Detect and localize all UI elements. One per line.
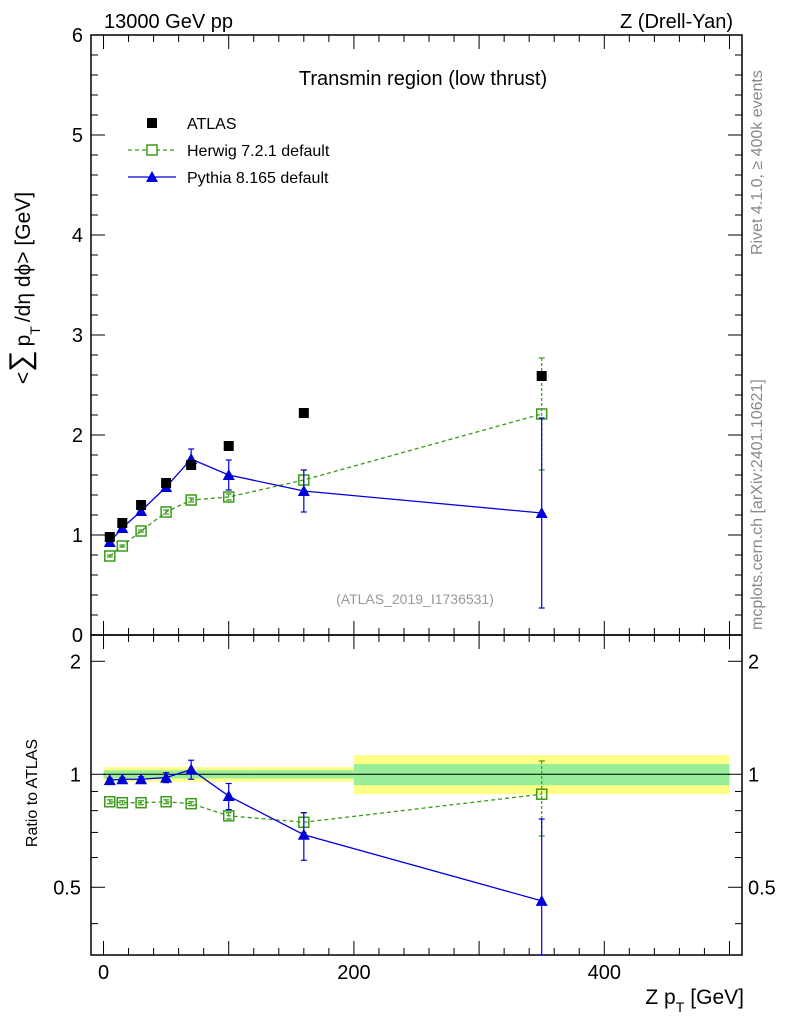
main-series-point [117, 518, 128, 528]
legend: ATLAS Herwig 7.2.1 default Pythia 8.165 … [128, 116, 330, 187]
main-series-point [161, 478, 172, 488]
ratio-series-point [222, 790, 235, 802]
main-series-point [185, 494, 197, 506]
main-series [103, 357, 548, 609]
analysis-watermark: (ATLAS_2019_I1736531) [336, 591, 494, 607]
xtick-label: 400 [588, 962, 621, 984]
ratio-series-point [160, 795, 172, 808]
main-ytick-label: 0 [72, 625, 83, 647]
ratio-series-point [116, 796, 129, 809]
main-ytick-label: 2 [72, 425, 83, 447]
main-title: Transmin region (low thrust) [299, 68, 547, 90]
main-series-herwig [104, 357, 548, 562]
ylabel-sub: T [27, 326, 43, 335]
ratio-series-point [222, 810, 235, 822]
main-series-atlas [104, 371, 547, 542]
ratio-series-line [109, 793, 542, 823]
ylabel-sum: ∑ [4, 350, 37, 371]
ratio-series-point [185, 797, 197, 810]
ratio-series-point [135, 796, 147, 809]
main-series-point [186, 460, 197, 470]
main-series-point [222, 491, 235, 503]
legend-atlas-label: ATLAS [187, 116, 237, 133]
main-series-point [135, 505, 148, 516]
ratio-series-point [535, 788, 548, 800]
legend-atlas-marker [147, 118, 157, 128]
ratio-series-point [297, 828, 310, 840]
ratio-series [103, 759, 548, 956]
main-series-point [116, 540, 129, 552]
ratio-ytick-label-right: 2 [748, 651, 759, 673]
ratio-series-point [185, 763, 198, 775]
main-ytick-label: 5 [72, 125, 83, 147]
ratio-series-point [104, 795, 116, 808]
main-series-point [223, 441, 234, 451]
x-axis-label: Z pT [GeV] [645, 986, 744, 1015]
legend-pythia-label: Pythia 8.165 default [187, 170, 329, 187]
ratio-series-herwig [104, 760, 548, 837]
main-series-line [109, 413, 542, 557]
header-left-label: 13000 GeV pp [104, 11, 233, 33]
ylabel-p: p [12, 335, 35, 347]
xtick-label: 200 [337, 962, 370, 984]
main-series-point [160, 506, 172, 518]
main-series-point [298, 408, 309, 418]
main-series-point [104, 550, 116, 562]
main-ticks: 0 1 2 3 4 5 6 [72, 25, 742, 647]
main-series-point [535, 507, 548, 518]
main-series-point [297, 485, 310, 496]
main-ytick-label: 1 [72, 525, 83, 547]
main-series-point [536, 371, 547, 381]
legend-herwig-label: Herwig 7.2.1 default [187, 143, 330, 160]
main-ytick-label: 3 [72, 325, 83, 347]
header-right-label: Z (Drell-Yan) [620, 11, 733, 33]
ratio-series-point [116, 773, 129, 785]
ratio-ticks: 0.5 0.5 1 1 2 2 0 200 400 [53, 635, 776, 984]
main-series-point [136, 500, 147, 510]
main-y-axis-label: <∑ pT/dη dϕ> [GeV] [4, 192, 43, 384]
main-series-point [222, 469, 235, 480]
svg-text:<∑pT/dη dϕ> [GeV]: <∑ pT/dη dϕ> [GeV] [4, 192, 43, 384]
ylabel-rest: /dη dϕ> [GeV] [12, 192, 35, 322]
ratio-y-axis-label: Ratio to ATLAS [24, 739, 41, 847]
legend-pythia-marker [146, 171, 158, 182]
ylabel-open: < [12, 372, 35, 384]
ratio-plot-frame [90, 634, 743, 956]
main-series-line [109, 458, 542, 543]
main-series-point [104, 532, 115, 542]
main-ytick-label: 6 [72, 25, 83, 47]
rivet-label: Rivet 4.1.0, ≥ 400k events [749, 70, 766, 255]
xtick-label: 0 [98, 962, 109, 984]
main-series-point [135, 525, 147, 537]
legend-herwig-marker [146, 144, 158, 156]
main-ytick-label: 4 [72, 225, 83, 247]
mcplots-label: mcplots.cern.ch [arXiv:2401.10621] [749, 379, 766, 630]
ratio-series-point [103, 774, 116, 786]
ratio-ytick-label-left: 1 [70, 764, 81, 786]
ratio-ytick-label-right: 0.5 [748, 877, 776, 899]
ratio-series-point [160, 771, 173, 783]
ratio-ytick-label-left: 2 [70, 651, 81, 673]
ratio-series-point [135, 773, 148, 785]
ratio-ytick-label-left: 0.5 [53, 877, 81, 899]
ratio-ytick-label-right: 1 [748, 764, 759, 786]
ratio-series-pythia [103, 759, 548, 956]
ratio-series-point [535, 894, 548, 906]
